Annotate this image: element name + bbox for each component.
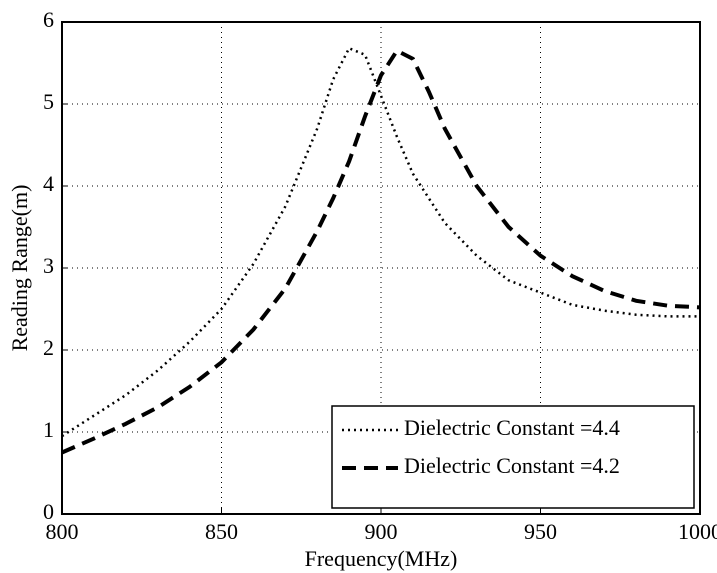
- x-tick-label: 950: [524, 519, 557, 544]
- y-tick-label: 5: [43, 89, 54, 114]
- y-tick-label: 1: [43, 417, 54, 442]
- legend: Dielectric Constant =4.4 Dielectric Const…: [331, 405, 695, 509]
- plot-frame: [61, 21, 701, 515]
- legend-label: Dielectric Constant =4.2: [404, 453, 620, 478]
- series-line: [61, 48, 701, 455]
- x-tick-label: 1000: [678, 519, 717, 544]
- x-tick-label: 900: [365, 519, 398, 544]
- x-tick-label: 850: [205, 519, 238, 544]
- y-axis-label: Reading Range(m): [7, 185, 32, 352]
- x-tick-label: 800: [46, 519, 79, 544]
- legend-label: Dielectric Constant =4.4: [404, 415, 620, 440]
- legend-box: [331, 405, 695, 509]
- y-tick-label: 4: [43, 171, 54, 196]
- y-tick-label: 6: [43, 7, 54, 32]
- y-tick-label: 0: [43, 499, 54, 524]
- x-axis-label: Frequency(MHz): [305, 546, 458, 571]
- y-tick-label: 2: [43, 335, 54, 360]
- y-tick-label: 3: [43, 253, 54, 278]
